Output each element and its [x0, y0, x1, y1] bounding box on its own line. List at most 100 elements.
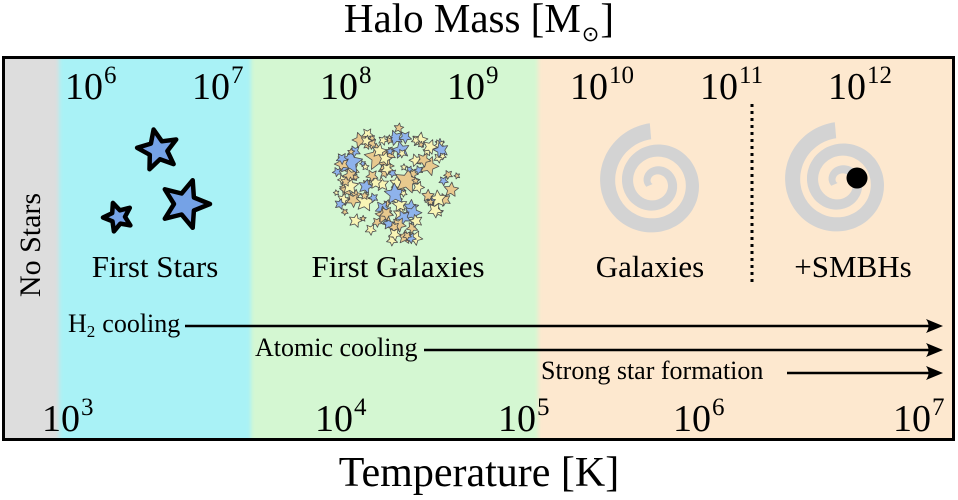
- atomic-cooling-arrow: [424, 343, 943, 357]
- tick-exponent: 9: [486, 62, 499, 89]
- mass-tick: 109: [447, 63, 499, 108]
- star-formation-label: Strong star formation: [541, 356, 764, 385]
- cluster-star-icon: [405, 203, 423, 222]
- smbh-label: +SMBHs: [794, 249, 912, 284]
- first-stars-region: [59, 59, 251, 438]
- cluster-star-icon: [364, 224, 377, 236]
- mass-tick: 106: [65, 63, 117, 108]
- mass-tick: 107: [192, 63, 244, 106]
- cluster-star-icon: [378, 151, 393, 166]
- temperature-tick: 105: [498, 395, 550, 440]
- cluster-star-icon: [443, 170, 453, 180]
- mass-tick: 1012: [828, 63, 892, 108]
- mass-tick: 108: [320, 63, 372, 106]
- mass-tick: 1011: [700, 63, 763, 108]
- tick-exponent: 12: [867, 62, 892, 89]
- cluster-star-icon: [335, 153, 349, 165]
- blue-star-icon: [162, 177, 213, 231]
- cluster-star-icon: [385, 136, 393, 145]
- cluster-star-icon: [359, 214, 367, 222]
- cluster-star-icon: [438, 152, 447, 161]
- cluster-star-icon: [331, 167, 342, 178]
- galaxies-illustration: [600, 122, 884, 233]
- spiral-galaxy-icon: [600, 123, 699, 233]
- cluster-star-icon: [393, 122, 405, 133]
- first-galaxies-label: First Galaxies: [311, 249, 485, 284]
- blue-star-icon: [100, 200, 133, 234]
- cluster-star-icon: [379, 206, 394, 222]
- h2-cooling-arrow: [185, 319, 943, 333]
- cluster-star-icon: [358, 178, 374, 194]
- arrow-head: [926, 343, 943, 357]
- h2-cooling-label: H2 cooling: [68, 309, 181, 341]
- first-stars-illustration: [100, 127, 213, 234]
- cluster-star-icon: [417, 140, 425, 149]
- cluster-star-icon: [427, 203, 444, 219]
- cluster-star-icon: [416, 152, 432, 168]
- spiral-galaxy-icon: [785, 122, 884, 232]
- cluster-star-icon: [368, 192, 379, 203]
- first-stars-label: First Stars: [91, 249, 219, 284]
- cluster-star-icon: [421, 188, 435, 202]
- temperature-axis-title: Temperature [K]: [338, 450, 620, 496]
- cluster-star-icon: [443, 181, 460, 197]
- black-hole-icon: [846, 167, 868, 189]
- cluster-star-icon: [402, 231, 412, 241]
- tick-base: 10: [828, 66, 866, 108]
- galaxies-region: [538, 59, 952, 438]
- tick-exponent: 8: [359, 62, 372, 89]
- cluster-star-icon: [349, 213, 363, 228]
- temperature-tick: 104: [315, 395, 367, 438]
- tick-exponent: 7: [231, 62, 244, 89]
- tick-exponent: 5: [537, 394, 550, 421]
- tick-base: 10: [447, 66, 485, 108]
- mass-tick: 1010: [570, 63, 634, 106]
- cluster-star-icon: [383, 182, 406, 204]
- cluster-star-icon: [395, 167, 421, 194]
- tick-base: 10: [498, 398, 536, 440]
- tick-base: 10: [65, 66, 103, 108]
- temperature-tick: 103: [42, 395, 94, 440]
- tick-base: 10: [893, 398, 931, 440]
- solar-mass-subscript: ⊙: [581, 22, 600, 46]
- cluster-star-icon: [341, 208, 349, 216]
- atomic-cooling-label: Atomic cooling: [255, 333, 418, 362]
- diagram-frame: [2, 56, 955, 441]
- no-stars-region: [5, 59, 59, 438]
- tick-exponent: 10: [609, 62, 634, 89]
- star-formation-arrow: [787, 366, 943, 380]
- cluster-star-icon: [411, 136, 421, 146]
- cluster-star-icon: [360, 134, 373, 147]
- cluster-star-icon: [361, 162, 370, 171]
- tick-exponent: 6: [104, 62, 117, 89]
- cluster-star-icon: [334, 198, 346, 210]
- tick-exponent: 4: [354, 394, 367, 421]
- cluster-star-icon: [438, 176, 449, 187]
- cluster-star-icon: [406, 165, 414, 174]
- tick-base: 10: [42, 398, 80, 440]
- cluster-star-icon: [409, 214, 423, 228]
- tick-exponent: 11: [739, 62, 764, 89]
- cluster-star-icon: [398, 131, 412, 145]
- tick-base: 10: [700, 66, 738, 108]
- cluster-star-icon: [385, 147, 395, 156]
- temperature-tick: 106: [673, 395, 725, 438]
- cluster-star-icon: [347, 147, 356, 156]
- cluster-star-icon: [388, 228, 402, 242]
- no-stars-label: No Stars: [14, 192, 47, 298]
- region-backgrounds: [5, 59, 952, 438]
- process-text: cooling: [102, 309, 181, 338]
- cluster-star-icon: [332, 189, 340, 196]
- cluster-star-icon: [371, 217, 383, 228]
- cluster-star-icon: [380, 163, 394, 176]
- cluster-star-icon: [399, 189, 408, 198]
- arrow-head: [926, 366, 943, 380]
- tick-exponent: 7: [932, 394, 945, 421]
- axis-title-text: Halo Mass [M: [343, 0, 581, 41]
- halo-mass-axis-title: Halo Mass [M⊙]: [0, 0, 958, 45]
- cluster-star-icon: [378, 135, 389, 146]
- tick-exponent: 3: [81, 394, 94, 421]
- star-cluster-icon: [331, 122, 461, 247]
- species-symbol: H: [68, 309, 87, 338]
